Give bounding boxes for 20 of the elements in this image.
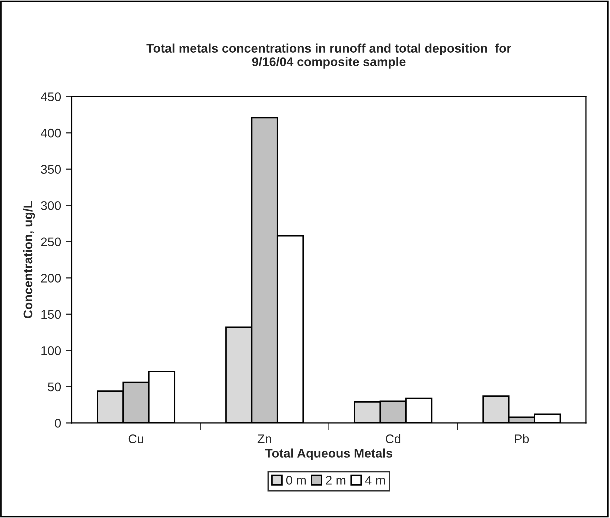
chart-title: Total metals concentrations in runoff and total deposition for 9/16/04 composite sample xyxy=(146,44,512,69)
x-axis-title: Total Aqueous Metals xyxy=(265,448,392,460)
legend-label: 2 m xyxy=(326,476,346,485)
x-tick-label: Cd xyxy=(386,434,401,444)
y-axis-title: Concentration, ug/L xyxy=(23,201,36,319)
x-tick-label: Cu xyxy=(128,434,144,444)
y-tick-label: 0 xyxy=(55,419,62,428)
legend-label: 4 m xyxy=(365,476,386,485)
legend-label: 0 m xyxy=(286,476,306,485)
y-tick-label: 50 xyxy=(48,382,62,392)
y-tick-label: 200 xyxy=(41,274,62,283)
y-tick-label: 450 xyxy=(40,92,62,102)
x-tick-label: Zn xyxy=(258,434,272,444)
y-tick-label: 150 xyxy=(42,310,62,320)
y-tick-label: 350 xyxy=(41,165,62,174)
y-tick-label: 400 xyxy=(40,128,62,138)
y-tick-label: 250 xyxy=(41,238,62,247)
x-tick-label: Pb xyxy=(515,434,530,444)
y-tick-label: 100 xyxy=(42,346,62,356)
y-tick-label: 300 xyxy=(41,201,62,210)
